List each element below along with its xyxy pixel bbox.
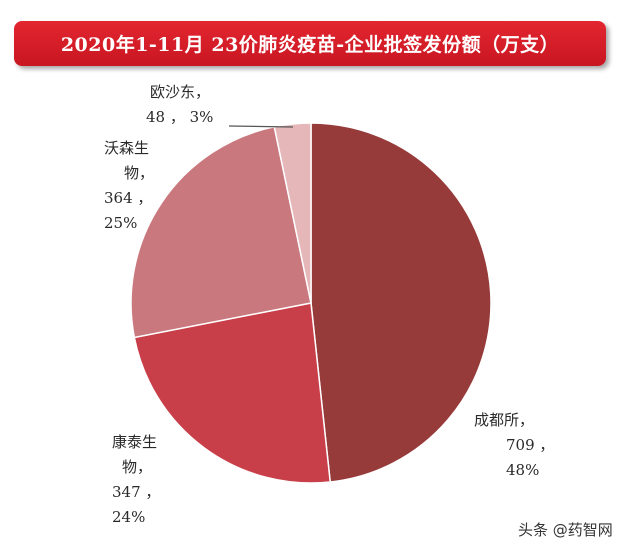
watermark-text: 头条 @药智网 bbox=[518, 521, 613, 539]
slice-kangtai bbox=[133, 302, 332, 484]
chart-title: 2020年1-11月 23价肺炎疫苗-企业批签发份额（万支） bbox=[60, 34, 560, 56]
chart-title-banner: 2020年1-11月 23价肺炎疫苗-企业批签发份额（万支） bbox=[14, 21, 606, 66]
label-kangtai-value: 347 ， bbox=[112, 483, 161, 501]
label-kangtai-name-cont: 物， bbox=[122, 458, 153, 476]
label-chengdu-value: 709 ， bbox=[506, 436, 555, 454]
label-msd-value: 48 ， 3% bbox=[146, 108, 214, 126]
label-wosen-name-cont: 物， bbox=[124, 164, 155, 182]
label-wosen-percent: 25% bbox=[104, 214, 138, 232]
label-msd-name: 欧沙东， bbox=[150, 83, 211, 101]
label-wosen-value: 364 ， bbox=[104, 189, 153, 207]
label-kangtai-name: 康泰生 bbox=[112, 433, 158, 451]
label-wosen: 沃森生 物， 364 ， 25% bbox=[104, 136, 154, 236]
msd-leader-line bbox=[228, 125, 294, 128]
label-msd: 欧沙东， 48 ， 3% bbox=[146, 80, 213, 130]
watermark: 头条 @药智网 bbox=[518, 519, 613, 540]
label-kangtai: 康泰生 物， 347 ， 24% bbox=[112, 430, 160, 530]
label-chengdu: 成都所， 709 ， 48% bbox=[474, 408, 554, 483]
label-wosen-name: 沃森生 bbox=[104, 139, 150, 157]
slice-chengdu bbox=[310, 122, 492, 483]
pie-slices bbox=[130, 122, 492, 484]
slice-wosen bbox=[130, 125, 312, 339]
label-kangtai-percent: 24% bbox=[112, 508, 146, 526]
label-chengdu-percent: 48% bbox=[506, 461, 540, 479]
label-chengdu-name: 成都所， bbox=[474, 411, 535, 429]
